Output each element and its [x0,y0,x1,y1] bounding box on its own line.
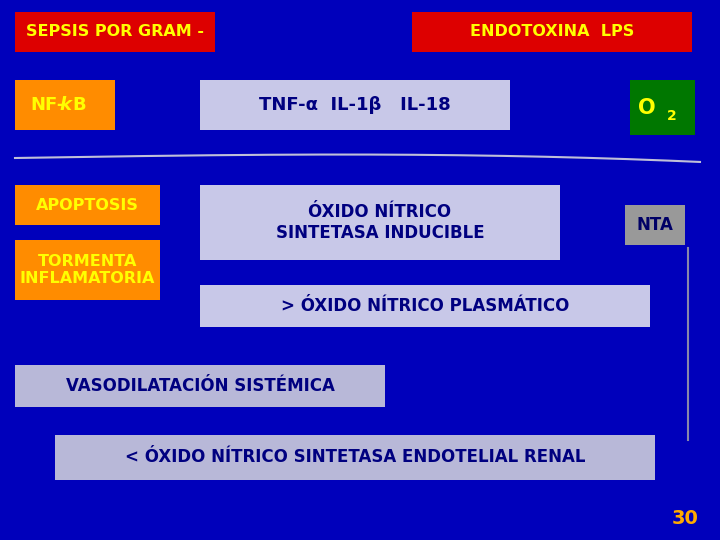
Bar [15,80,115,130]
Text: k: k [59,96,71,114]
Text: > ÓXIDO NÍTRICO PLASMÁTICO: > ÓXIDO NÍTRICO PLASMÁTICO [281,297,570,315]
Bar [625,205,685,245]
Text: VASODILATACIÓN SISTÉMICA: VASODILATACIÓN SISTÉMICA [66,377,334,395]
Bar [15,185,160,225]
Text: APOPTOSIS: APOPTOSIS [36,198,139,213]
Text: B: B [72,96,86,114]
Bar [200,185,560,260]
Bar [15,240,160,300]
Text: 2: 2 [667,110,676,124]
Bar [15,12,215,52]
Text: NTA: NTA [636,216,673,234]
Bar [200,285,650,327]
Text: ÓXIDO NÍTRICO
SINTETASA INDUCIBLE: ÓXIDO NÍTRICO SINTETASA INDUCIBLE [276,203,485,242]
Text: O: O [638,98,655,118]
Text: < ÓXIDO NÍTRICO SINTETASA ENDOTELIAL RENAL: < ÓXIDO NÍTRICO SINTETASA ENDOTELIAL REN… [125,449,585,467]
Bar [630,80,695,135]
Text: TORMENTA
INFLAMATORIA: TORMENTA INFLAMATORIA [20,254,156,286]
Text: TNF-α  IL-1β   IL-18: TNF-α IL-1β IL-18 [259,96,451,114]
Bar [55,435,655,480]
Text: NF-: NF- [31,96,65,114]
Bar [200,80,510,130]
Text: SEPSIS POR GRAM -: SEPSIS POR GRAM - [26,24,204,39]
Text: ENDOTOXINA  LPS: ENDOTOXINA LPS [470,24,634,39]
Bar [15,365,385,407]
Text: 30: 30 [672,509,698,528]
Bar [412,12,692,52]
